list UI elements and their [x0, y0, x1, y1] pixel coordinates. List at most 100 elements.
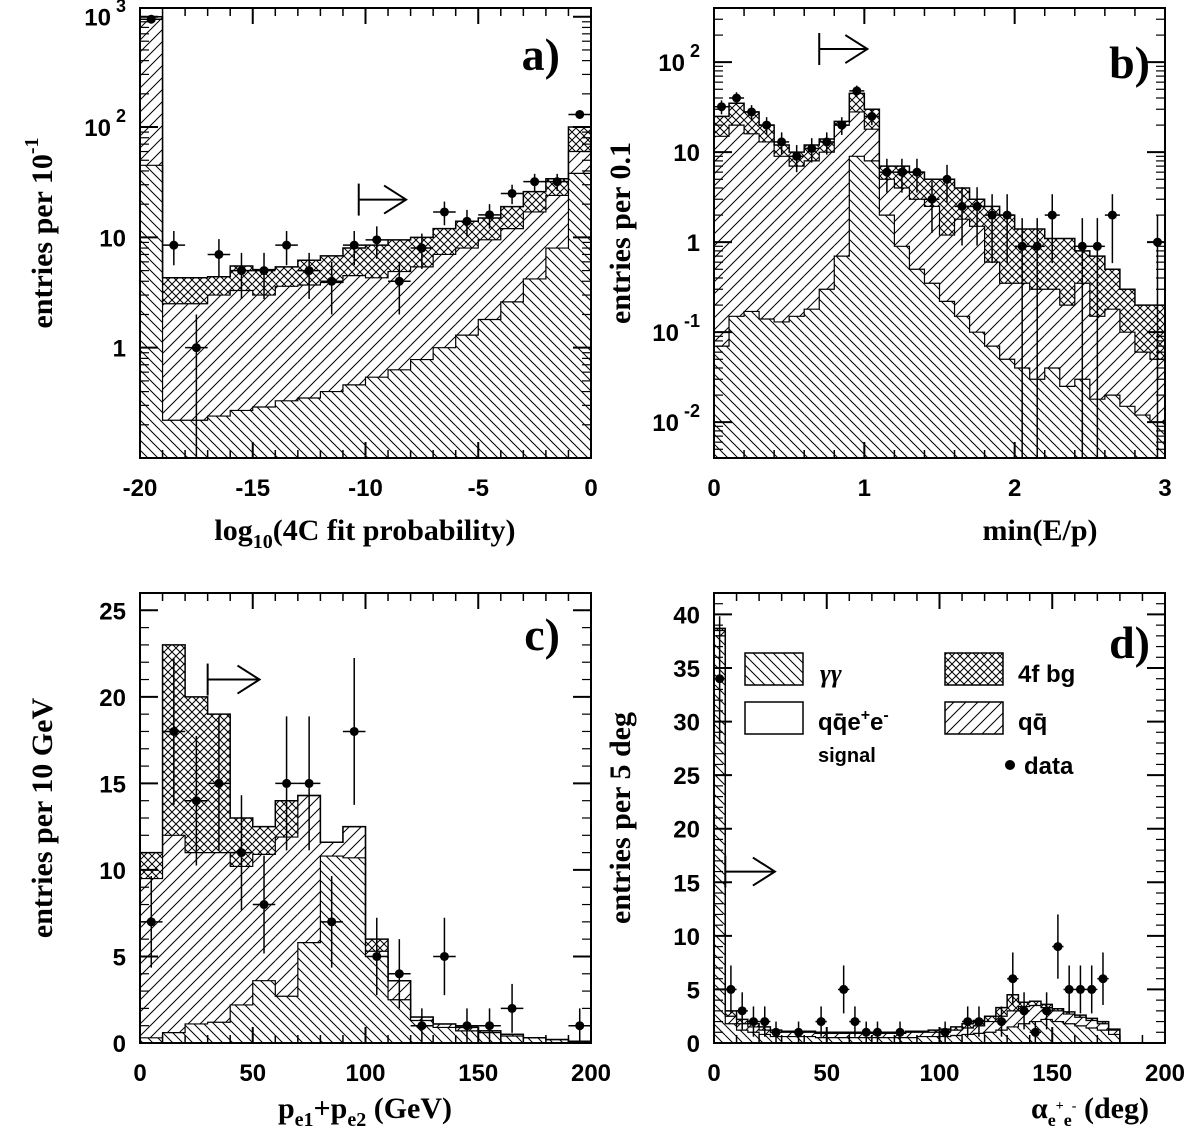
- data-point: [1017, 241, 1027, 251]
- cut-arrow-head: [752, 856, 777, 887]
- bin-qq: [140, 16, 163, 166]
- data-point: [942, 174, 952, 184]
- bin-gg: [1097, 1030, 1109, 1043]
- bin-gg: [774, 321, 790, 458]
- data-point: [304, 778, 314, 788]
- bin-gg: [365, 956, 389, 1043]
- panel-label: c): [524, 609, 560, 660]
- bin-gg: [815, 1037, 827, 1043]
- bin-qq: [781, 1032, 793, 1037]
- data-point: [349, 240, 359, 250]
- bin-qq: [207, 295, 231, 417]
- bin-gg: [1108, 1034, 1120, 1043]
- bin-gg: [804, 1036, 816, 1043]
- y-tick-label: 40: [673, 602, 700, 629]
- bin-gg: [252, 980, 276, 1043]
- bin-gg: [1018, 1023, 1030, 1043]
- data-point: [867, 111, 877, 121]
- data-point: [1008, 974, 1018, 984]
- data-point: [327, 276, 337, 286]
- bin-4f: [478, 217, 501, 240]
- bin-4f: [928, 1030, 940, 1033]
- bin-4f: [523, 191, 546, 212]
- bin-gg: [297, 397, 321, 458]
- panel-b: 0 1 2 3 10 -2 10 -1 1 10 10 2 b) entries per 0.1 mi…: [604, 7, 1172, 547]
- outline-4f: [714, 627, 1121, 1043]
- legend-label-qqee: qq̄e+e-: [818, 707, 889, 736]
- data-point: [872, 1027, 882, 1037]
- bin-gg: [819, 289, 835, 458]
- panel-c: 0 50 100 150 200 0 5 10 15 20 25 c) entries per 10 G…: [26, 592, 611, 1128]
- bin-gg: [297, 942, 321, 1043]
- bin-qq: [984, 1021, 996, 1033]
- x-axis-label: min(E/p): [982, 514, 1097, 547]
- data-point: [895, 1027, 905, 1037]
- data-point: [191, 343, 201, 353]
- data-point: [897, 167, 907, 177]
- bin-gg: [545, 248, 569, 458]
- legend-label-4f: 4f bg: [1018, 661, 1075, 688]
- bin-qq: [1104, 309, 1120, 396]
- y-tick-label: 35: [673, 656, 700, 683]
- data-point: [822, 137, 832, 147]
- data-point: [1030, 1027, 1040, 1037]
- legend-label-qq: qq̄: [1018, 709, 1047, 736]
- data-point: [997, 1017, 1007, 1027]
- x-tick-label: 2: [1008, 475, 1021, 502]
- data-point: [282, 778, 292, 788]
- bin-gg: [939, 301, 955, 458]
- cut-arrow-head: [844, 34, 870, 64]
- x-tick-label: 50: [239, 1060, 266, 1087]
- bin-gg: [185, 1023, 208, 1043]
- bin-4f: [725, 1010, 737, 1017]
- y-axis-label: entries per 10-1: [21, 137, 59, 328]
- data-point: [349, 726, 359, 736]
- bin-gg: [230, 410, 253, 458]
- data-point: [552, 177, 562, 187]
- outline-qq: [714, 629, 1121, 1043]
- panel-label: b): [1109, 37, 1150, 88]
- bin-qq: [1074, 1017, 1087, 1026]
- data-point: [882, 167, 892, 177]
- bin-qq: [275, 837, 298, 997]
- bin-4f: [388, 239, 411, 272]
- bin-gg: [1086, 1028, 1098, 1043]
- data-point: [236, 266, 246, 276]
- bin-qq: [744, 133, 760, 312]
- y-tick-label: 25: [99, 598, 126, 625]
- bin-gg: [230, 1004, 253, 1043]
- data-point: [963, 1017, 973, 1027]
- data-point: [839, 984, 849, 994]
- data-point: [957, 201, 967, 211]
- bin-qq: [729, 125, 745, 317]
- bin-4f: [1074, 1015, 1087, 1018]
- bin-4f: [365, 245, 389, 278]
- outline-gg: [140, 164, 591, 458]
- bin-qq: [789, 166, 805, 317]
- data-point: [850, 1017, 860, 1027]
- bin-4f: [939, 179, 955, 236]
- bin-gg: [162, 1032, 186, 1043]
- bin-gg: [500, 301, 524, 458]
- outline-4f: [140, 644, 591, 1043]
- cut-arrow: [724, 855, 777, 888]
- data-point: [259, 266, 269, 276]
- bin-qq: [984, 262, 1000, 347]
- x-tick-label: -5: [468, 475, 489, 502]
- bin-qq: [1108, 1030, 1120, 1035]
- bin-qq: [1063, 1014, 1075, 1024]
- bin-gg: [729, 316, 745, 458]
- y-tick-label: 10 3: [84, 0, 126, 32]
- bin-gg: [388, 369, 411, 458]
- data-point: [417, 243, 427, 253]
- y-tick-label: 1: [113, 336, 126, 363]
- bin-gg: [747, 1032, 760, 1043]
- legend-label-data: data: [1024, 753, 1074, 780]
- bin-qq: [433, 254, 456, 348]
- bin-4f: [1086, 1018, 1098, 1021]
- x-tick-label: 200: [1145, 1060, 1185, 1087]
- bin-qq: [804, 1032, 816, 1037]
- bin-gg: [207, 1022, 231, 1043]
- data-point: [575, 109, 585, 119]
- panel-a: -20 -15 -10 -5 0 1 10 10 2 10 3 a) entries per 10-…: [21, 0, 598, 553]
